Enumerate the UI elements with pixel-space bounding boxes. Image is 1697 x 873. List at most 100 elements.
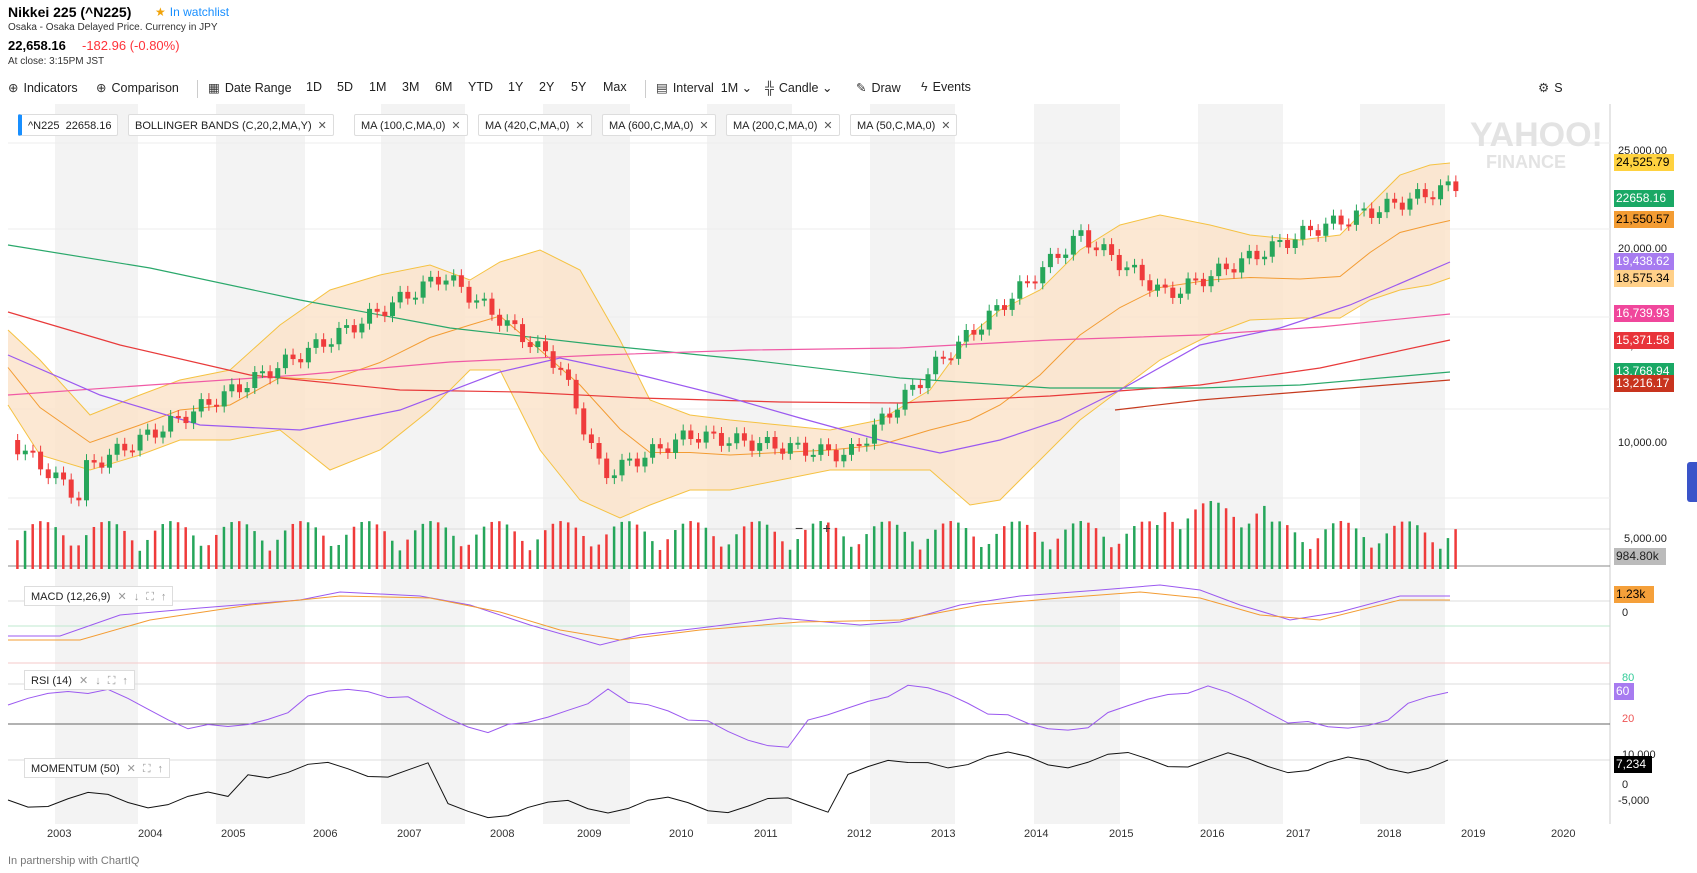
arrow-down-icon[interactable]: ↓ xyxy=(133,591,140,603)
close-icon[interactable]: ✕ xyxy=(451,120,461,132)
bollinger-label: BOLLINGER BANDS (C,20,2,MA,Y) xyxy=(135,120,312,132)
arrow-up-icon[interactable]: ↑ xyxy=(160,591,167,603)
candle xyxy=(1277,239,1283,242)
candle xyxy=(1269,241,1275,257)
candle xyxy=(1063,254,1069,258)
price-chart[interactable] xyxy=(0,104,1697,824)
candle xyxy=(1078,230,1084,236)
range-ytd[interactable]: YTD xyxy=(468,80,493,94)
close-icon[interactable]: ✕ xyxy=(941,120,951,132)
watchlist-button[interactable]: ★ In watchlist xyxy=(155,5,229,19)
range-max[interactable]: Max xyxy=(603,80,627,94)
y-tick-20000: 20,000.00 xyxy=(1618,243,1667,255)
current-price: 22,658.16 xyxy=(8,38,66,53)
interval-button[interactable]: ▤ Interval 1M ⌄ xyxy=(656,80,752,95)
volume-bar xyxy=(704,527,708,569)
zoom-out-button[interactable]: − xyxy=(795,520,804,536)
indicators-button[interactable]: ⊕ Indicators xyxy=(8,80,78,95)
macd-zero-tick: 0 xyxy=(1622,607,1629,619)
close-icon[interactable]: ✕ xyxy=(823,120,833,132)
ma420-pill[interactable]: MA (420,C,MA,0) ✕ xyxy=(478,114,592,136)
arrow-down-icon[interactable]: ↓ xyxy=(95,675,101,687)
volume-bar xyxy=(1010,521,1014,569)
ma50-pill[interactable]: MA (50,C,MA,0) ✕ xyxy=(850,114,958,136)
volume-bar xyxy=(1094,528,1098,569)
settings-button[interactable]: ⚙ S xyxy=(1538,80,1563,95)
candle xyxy=(634,458,640,467)
close-icon[interactable]: ✕ xyxy=(117,591,127,603)
volume-bar xyxy=(46,522,50,569)
momentum-label: MOMENTUM (50) xyxy=(31,763,120,775)
candle xyxy=(1330,215,1336,224)
volume-bar xyxy=(1048,549,1052,569)
candle xyxy=(504,320,510,326)
range-6m[interactable]: 6M xyxy=(435,80,453,94)
volume-bar xyxy=(268,550,272,569)
close-icon[interactable]: ✕ xyxy=(126,763,136,775)
candle xyxy=(1162,284,1168,288)
arrow-up-icon[interactable]: ↑ xyxy=(157,763,164,775)
range-3m[interactable]: 3M xyxy=(402,80,420,94)
comparison-button[interactable]: ⊕ Comparison xyxy=(96,80,179,95)
range-1y[interactable]: 1Y xyxy=(508,80,524,94)
volume-bar xyxy=(245,524,249,569)
candle xyxy=(849,444,854,455)
bollinger-pill[interactable]: BOLLINGER BANDS (C,20,2,MA,Y) ✕ xyxy=(128,114,334,136)
range-5d[interactable]: 5D xyxy=(337,80,353,94)
events-button[interactable]: ϟ Events xyxy=(921,80,971,94)
close-icon[interactable]: ✕ xyxy=(699,120,709,132)
side-panel-toggle[interactable] xyxy=(1687,462,1697,502)
volume-bar xyxy=(1079,521,1082,569)
volume-bar xyxy=(1178,529,1182,569)
candle xyxy=(887,413,893,418)
bb-lower-badge: 18,575.34 xyxy=(1614,270,1674,287)
volume-bar xyxy=(674,530,677,569)
volume-bar xyxy=(964,527,968,569)
symbol-pill[interactable]: ^N225 22658.16 xyxy=(18,114,119,136)
ma200-pill[interactable]: MA (200,C,MA,0) ✕ xyxy=(726,114,840,136)
volume-bar xyxy=(161,524,164,569)
arrow-up-icon[interactable]: ↑ xyxy=(122,675,128,687)
ma600-pill[interactable]: MA (600,C,MA,0) ✕ xyxy=(602,114,716,136)
candle xyxy=(474,300,480,303)
range-5y[interactable]: 5Y xyxy=(571,80,587,94)
volume-bar xyxy=(735,534,738,569)
volume-bar xyxy=(54,527,57,569)
candle xyxy=(1453,181,1459,192)
draw-button[interactable]: ✎ Draw xyxy=(856,80,901,95)
year-label: 2004 xyxy=(138,828,163,840)
ma100-pill[interactable]: MA (100,C,MA,0) ✕ xyxy=(354,114,468,136)
close-icon[interactable]: ✕ xyxy=(575,120,585,132)
candle xyxy=(665,448,671,453)
volume-bar xyxy=(482,526,486,569)
volume-bar xyxy=(941,523,945,569)
close-icon[interactable]: ✕ xyxy=(78,675,89,687)
rsi-panel-label[interactable]: RSI (14) ✕ ↓ ⛶ ↑ xyxy=(24,670,135,690)
expand-icon[interactable]: ⛶ xyxy=(107,675,116,687)
year-label: 2018 xyxy=(1377,828,1402,840)
volume-bar xyxy=(146,539,149,569)
candle xyxy=(1246,250,1252,259)
volume-bar xyxy=(1041,541,1044,569)
volume-bar xyxy=(1301,542,1304,569)
date-range-button[interactable]: ▦ Date Range xyxy=(208,80,292,95)
candle xyxy=(84,460,89,501)
volume-bar xyxy=(452,535,455,569)
macd-panel-label[interactable]: MACD (12,26,9) ✕ ↓ ⛶ ↑ xyxy=(24,586,174,606)
candle xyxy=(642,457,648,467)
bollinger-upper xyxy=(7,162,1451,431)
range-1d[interactable]: 1D xyxy=(306,80,322,94)
candle xyxy=(45,469,51,479)
expand-icon[interactable]: ⛶ xyxy=(142,763,151,775)
year-label: 2019 xyxy=(1461,828,1486,840)
zoom-in-button[interactable]: + xyxy=(822,520,831,536)
momentum-panel-label[interactable]: MOMENTUM (50) ✕ ⛶ ↑ xyxy=(24,758,171,778)
volume-bar xyxy=(987,543,991,569)
expand-icon[interactable]: ⛶ xyxy=(146,591,154,603)
chart-type-button[interactable]: ╬ Candle ⌄ xyxy=(765,80,832,95)
range-1m[interactable]: 1M xyxy=(369,80,387,94)
close-icon[interactable]: ✕ xyxy=(317,120,327,132)
candle xyxy=(275,368,281,379)
range-2y[interactable]: 2Y xyxy=(539,80,555,94)
candle xyxy=(558,367,564,370)
